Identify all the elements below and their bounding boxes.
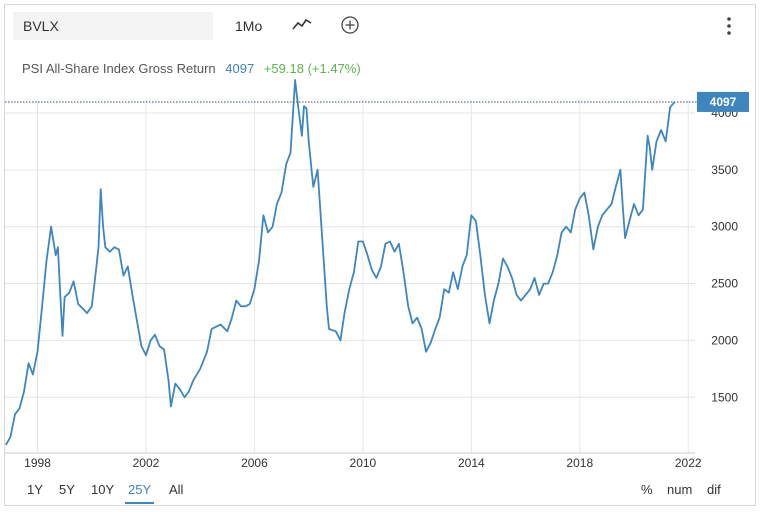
scale-button-num[interactable]: num (667, 482, 693, 497)
current-value-label: 4097 (697, 91, 749, 112)
vertical-gridlines (37, 100, 689, 453)
range-button-5y[interactable]: 5Y (59, 482, 75, 497)
range-button-25y[interactable]: 25Y (125, 480, 155, 504)
y-tick-label: 3000 (711, 220, 738, 234)
x-tick-label: 2006 (241, 456, 268, 470)
chart-legend: PSI All-Share Index Gross Return 4097 +5… (22, 61, 367, 76)
chart-toolbar: 1Mo (5, 5, 757, 47)
scale-button-percent[interactable]: % (641, 482, 653, 497)
range-bar: 1Y 5Y 10Y 25Y All % num dif (5, 475, 757, 505)
legend-series-name: PSI All-Share Index Gross Return (22, 61, 216, 76)
x-tick-label: 2022 (675, 456, 702, 470)
x-tick-label: 1998 (24, 456, 51, 470)
x-tick-label: 2002 (133, 456, 160, 470)
vertical-dots-icon (727, 17, 731, 35)
period-selector-button[interactable]: 1Mo (235, 18, 263, 34)
range-button-1y[interactable]: 1Y (27, 482, 43, 497)
x-tick-label: 2018 (566, 456, 593, 470)
x-axis-tick-labels: 1998 2002 2006 2010 2014 2018 2022 (24, 456, 702, 470)
legend-current-value: 4097 (225, 61, 255, 76)
plus-circle-icon (341, 16, 359, 34)
y-tick-label: 2500 (711, 277, 738, 291)
y-tick-label: 1500 (711, 390, 738, 404)
y-tick-label: 2000 (711, 333, 738, 347)
range-button-all[interactable]: All (169, 482, 184, 497)
add-indicator-button[interactable] (339, 14, 361, 36)
chart-widget: 1Mo PSI All-Share Index Gross Return 409… (4, 4, 756, 506)
series-line (5, 79, 676, 446)
y-tick-label: 3500 (711, 163, 738, 177)
current-value-label-bg (697, 91, 749, 112)
x-tick-label: 2010 (350, 456, 377, 470)
symbol-input[interactable] (13, 12, 213, 40)
legend-change: +59.18 (+1.47%) (263, 61, 361, 76)
range-button-10y[interactable]: 10Y (91, 482, 115, 497)
current-value-label-text: 4097 (710, 95, 737, 109)
more-options-button[interactable] (723, 14, 735, 38)
chart-type-button[interactable] (291, 15, 313, 39)
line-chart-icon (292, 18, 312, 30)
horizontal-gridlines (5, 112, 695, 398)
x-tick-label: 2014 (458, 456, 485, 470)
scale-button-dif[interactable]: dif (707, 482, 721, 497)
